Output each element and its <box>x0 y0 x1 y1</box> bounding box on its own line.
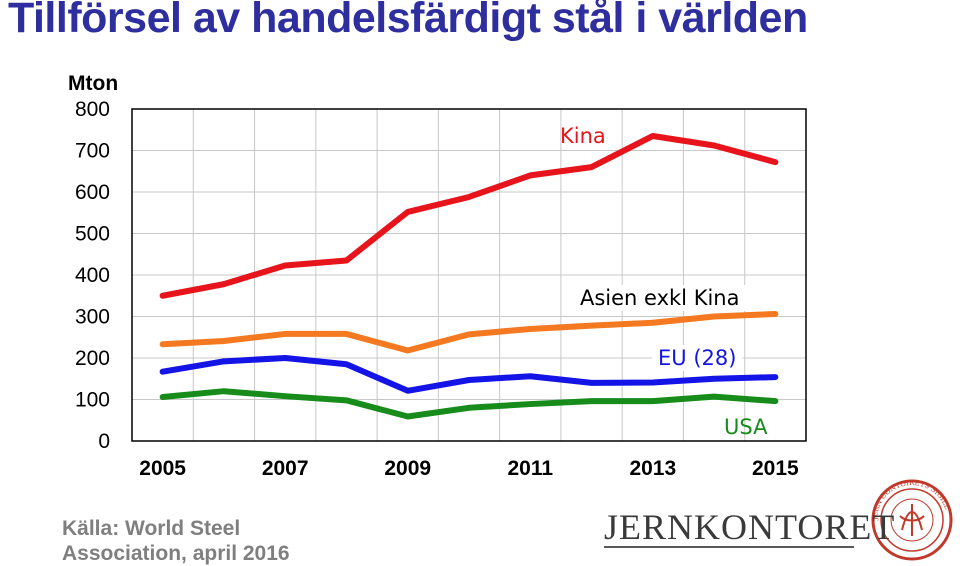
series-label-background <box>574 285 746 311</box>
logo-underline <box>604 546 854 548</box>
x-tick-label: 2009 <box>384 457 431 480</box>
x-tick-label: 2007 <box>262 457 309 480</box>
y-tick-label: 0 <box>98 430 110 453</box>
y-tick-label: 800 <box>75 98 110 121</box>
y-tick-label: 600 <box>75 181 110 204</box>
y-tick-label: 100 <box>75 389 110 412</box>
series-label: EU (28) <box>658 346 736 370</box>
source-line-2: Association, april 2016 <box>62 542 290 565</box>
y-tick-label: 500 <box>75 223 110 246</box>
source-line-1: Källa: World Steel <box>62 517 241 540</box>
y-tick-label: 400 <box>75 264 110 287</box>
jernkontoret-logo: JERNKONTORET <box>604 507 896 547</box>
chart-title: Tillförsel av handelsfärdigt stål i värl… <box>8 0 808 42</box>
series-label: Kina <box>560 124 606 148</box>
series-label-background <box>652 345 743 371</box>
series-lines <box>159 132 779 420</box>
series-line <box>159 132 779 299</box>
series-line <box>159 311 779 354</box>
x-tick-label: 2013 <box>629 457 676 480</box>
y-tick-label: 200 <box>75 347 110 370</box>
y-tick-label: 300 <box>75 306 110 329</box>
x-tick-label: 2015 <box>752 457 799 480</box>
x-tick-labels: 2005 2007 2009 2011 2013 2015 <box>139 457 799 480</box>
source-note: Källa: World Steel Association, april 20… <box>62 516 290 566</box>
series-line <box>159 388 779 420</box>
series-line <box>159 355 779 394</box>
x-tick-label: 2005 <box>139 457 186 480</box>
y-axis-label: Mton <box>68 72 118 95</box>
y-tick-label: 700 <box>75 140 110 163</box>
series-label: USA <box>724 415 768 439</box>
series-labels: Kina Asien exkl Kina EU (28) USA <box>560 124 768 439</box>
y-tick-labels: 0 100 200 300 400 500 600 700 800 <box>75 98 110 453</box>
x-tick-label: 2011 <box>507 457 553 480</box>
plot-area <box>131 108 807 442</box>
series-label: Asien exkl Kina <box>580 286 739 310</box>
